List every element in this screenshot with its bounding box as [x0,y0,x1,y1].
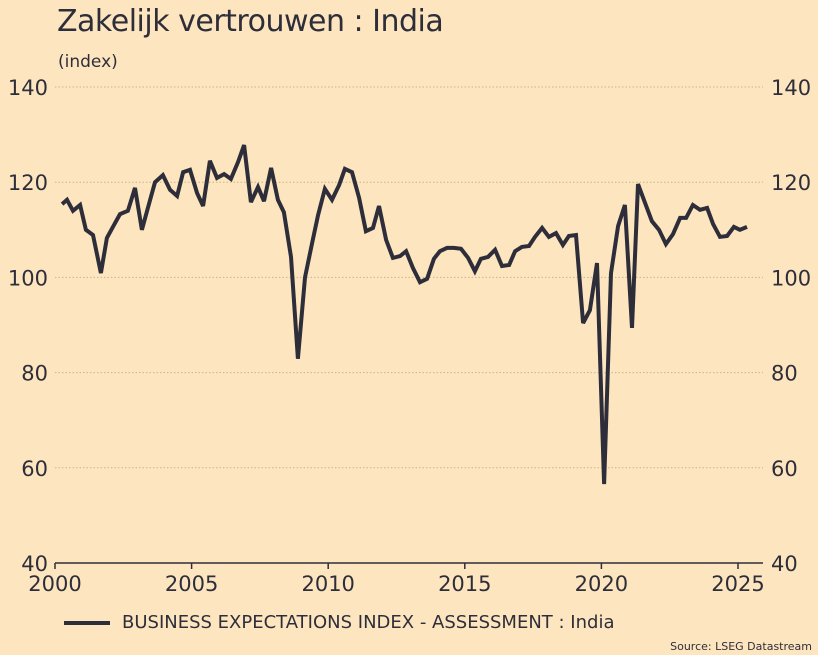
y-tick-label-right: 120 [771,171,811,195]
chart-title: Zakelijk vertrouwen : India [57,4,444,39]
y-tick-label-right: 40 [771,552,798,576]
x-tick-label: 2020 [575,572,628,596]
y-tick-label-left: 140 [8,76,48,100]
legend-line-swatch [64,620,110,625]
y-axis-unit-label: (index) [58,52,118,72]
source-note: Source: LSEG Datastream [670,640,812,653]
legend: BUSINESS EXPECTATIONS INDEX - ASSESSMENT… [64,612,614,633]
y-tick-label-right: 60 [771,457,798,481]
x-tick-label: 2025 [711,572,764,596]
y-tick-label-left: 40 [21,552,48,576]
x-tick-label: 2005 [165,572,218,596]
x-tick-label: 2000 [28,572,81,596]
y-tick-label-left: 60 [21,457,48,481]
y-tick-label-left: 100 [8,266,48,290]
legend-label: BUSINESS EXPECTATIONS INDEX - ASSESSMENT… [122,612,615,633]
y-tick-label-left: 80 [21,362,48,386]
y-tick-label-left: 120 [8,171,48,195]
x-tick-label: 2010 [301,572,354,596]
x-tick-label: 2015 [438,572,491,596]
y-tick-label-right: 80 [771,362,798,386]
y-tick-label-right: 100 [771,266,811,290]
y-tick-label-right: 140 [771,76,811,100]
series-line-business-expectations [60,144,748,485]
